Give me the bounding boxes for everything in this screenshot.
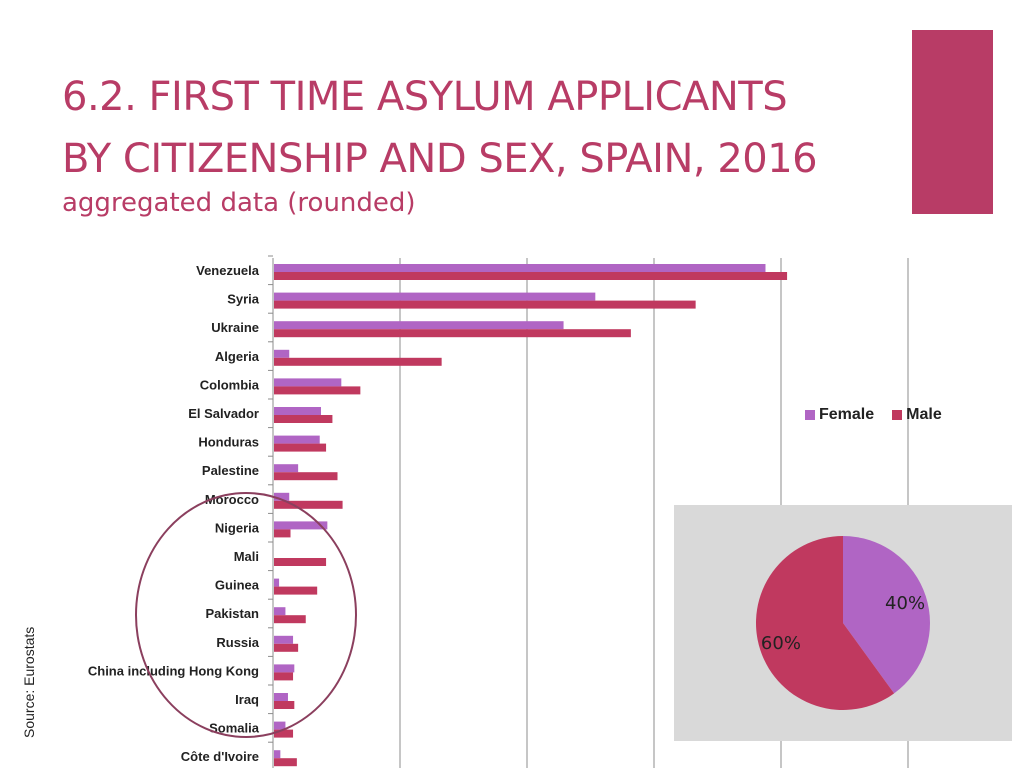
category-label: Nigeria — [215, 520, 260, 535]
bar-male — [274, 329, 631, 338]
bar-male — [274, 672, 294, 681]
pie-panel: 40% 60% — [674, 505, 1012, 741]
legend-label-female: Female — [819, 406, 875, 423]
bar-female — [274, 721, 286, 730]
bar-male — [274, 386, 361, 395]
bar-male — [274, 643, 299, 652]
title-line-2: BY CITIZENSHIP AND SEX, SPAIN, 2016 — [62, 136, 818, 182]
bar-male — [274, 729, 294, 738]
category-label: Colombia — [200, 377, 260, 392]
bar-female — [274, 435, 320, 444]
bar-female — [274, 607, 286, 616]
bar-male — [274, 500, 343, 509]
category-label: Guinea — [215, 578, 260, 593]
category-label: Pakistan — [206, 606, 260, 621]
category-label: Honduras — [198, 435, 259, 450]
category-label: Algeria — [215, 349, 260, 364]
bar-female — [274, 492, 290, 501]
legend-item-male: Male — [892, 406, 942, 424]
chart-legend: Female Male — [805, 406, 942, 424]
bar-female — [274, 578, 280, 587]
bar-female — [274, 321, 564, 330]
bar-male — [274, 529, 291, 538]
category-label: Russia — [216, 635, 259, 650]
category-label: El Salvador — [188, 406, 259, 421]
category-label: Venezuela — [196, 263, 260, 278]
bar-female — [274, 750, 281, 759]
category-label: Syria — [227, 292, 260, 307]
pie-slices — [756, 536, 930, 710]
bar-male — [274, 443, 327, 452]
bar-female — [274, 693, 288, 701]
bar-male — [274, 272, 788, 280]
bar-female — [274, 521, 328, 530]
pie-label-female: 40% — [885, 593, 925, 614]
bar-male — [274, 758, 297, 767]
pie-slice-male — [756, 536, 895, 710]
pie-chart: 40% 60% — [756, 536, 930, 710]
category-label: Morocco — [205, 492, 259, 507]
bar-male — [274, 472, 338, 481]
category-label: Côte d'Ivoire — [181, 749, 259, 764]
bar-female — [274, 635, 294, 644]
bar-female — [274, 349, 290, 358]
category-label: China including Hong Kong — [88, 663, 259, 678]
pie-slice-female — [843, 536, 930, 694]
accent-bar — [912, 30, 993, 214]
category-label: Palestine — [202, 463, 259, 478]
title-line-1: 6.2. FIRST TIME ASYLUM APPLICANTS — [62, 74, 788, 120]
page-title: 6.2. FIRST TIME ASYLUM APPLICANTS BY CIT… — [62, 66, 818, 190]
category-label: Ukraine — [211, 320, 259, 335]
bar-female — [274, 407, 321, 415]
page-subtitle: aggregated data (rounded) — [62, 188, 416, 218]
category-label: Mali — [234, 549, 259, 564]
legend-swatch-male — [892, 410, 903, 420]
bar-female — [274, 464, 299, 473]
bar-female — [274, 264, 766, 272]
bar-male — [274, 586, 318, 595]
bar-female — [274, 664, 295, 673]
legend-label-male: Male — [906, 406, 942, 423]
bar-male — [274, 415, 333, 423]
bar-male — [274, 357, 442, 366]
bar-female — [274, 292, 596, 301]
bar-male — [274, 615, 306, 624]
bar-male — [274, 701, 295, 709]
highlight-circle — [135, 492, 357, 738]
category-label: Somalia — [209, 721, 260, 736]
legend-swatch-female — [805, 410, 815, 420]
category-label: Iraq — [235, 692, 259, 707]
bar-female — [274, 378, 342, 387]
pie-label-male: 60% — [761, 633, 801, 654]
legend-item-female: Female — [805, 406, 874, 424]
bar-male — [274, 300, 696, 309]
bar-male — [274, 558, 327, 566]
